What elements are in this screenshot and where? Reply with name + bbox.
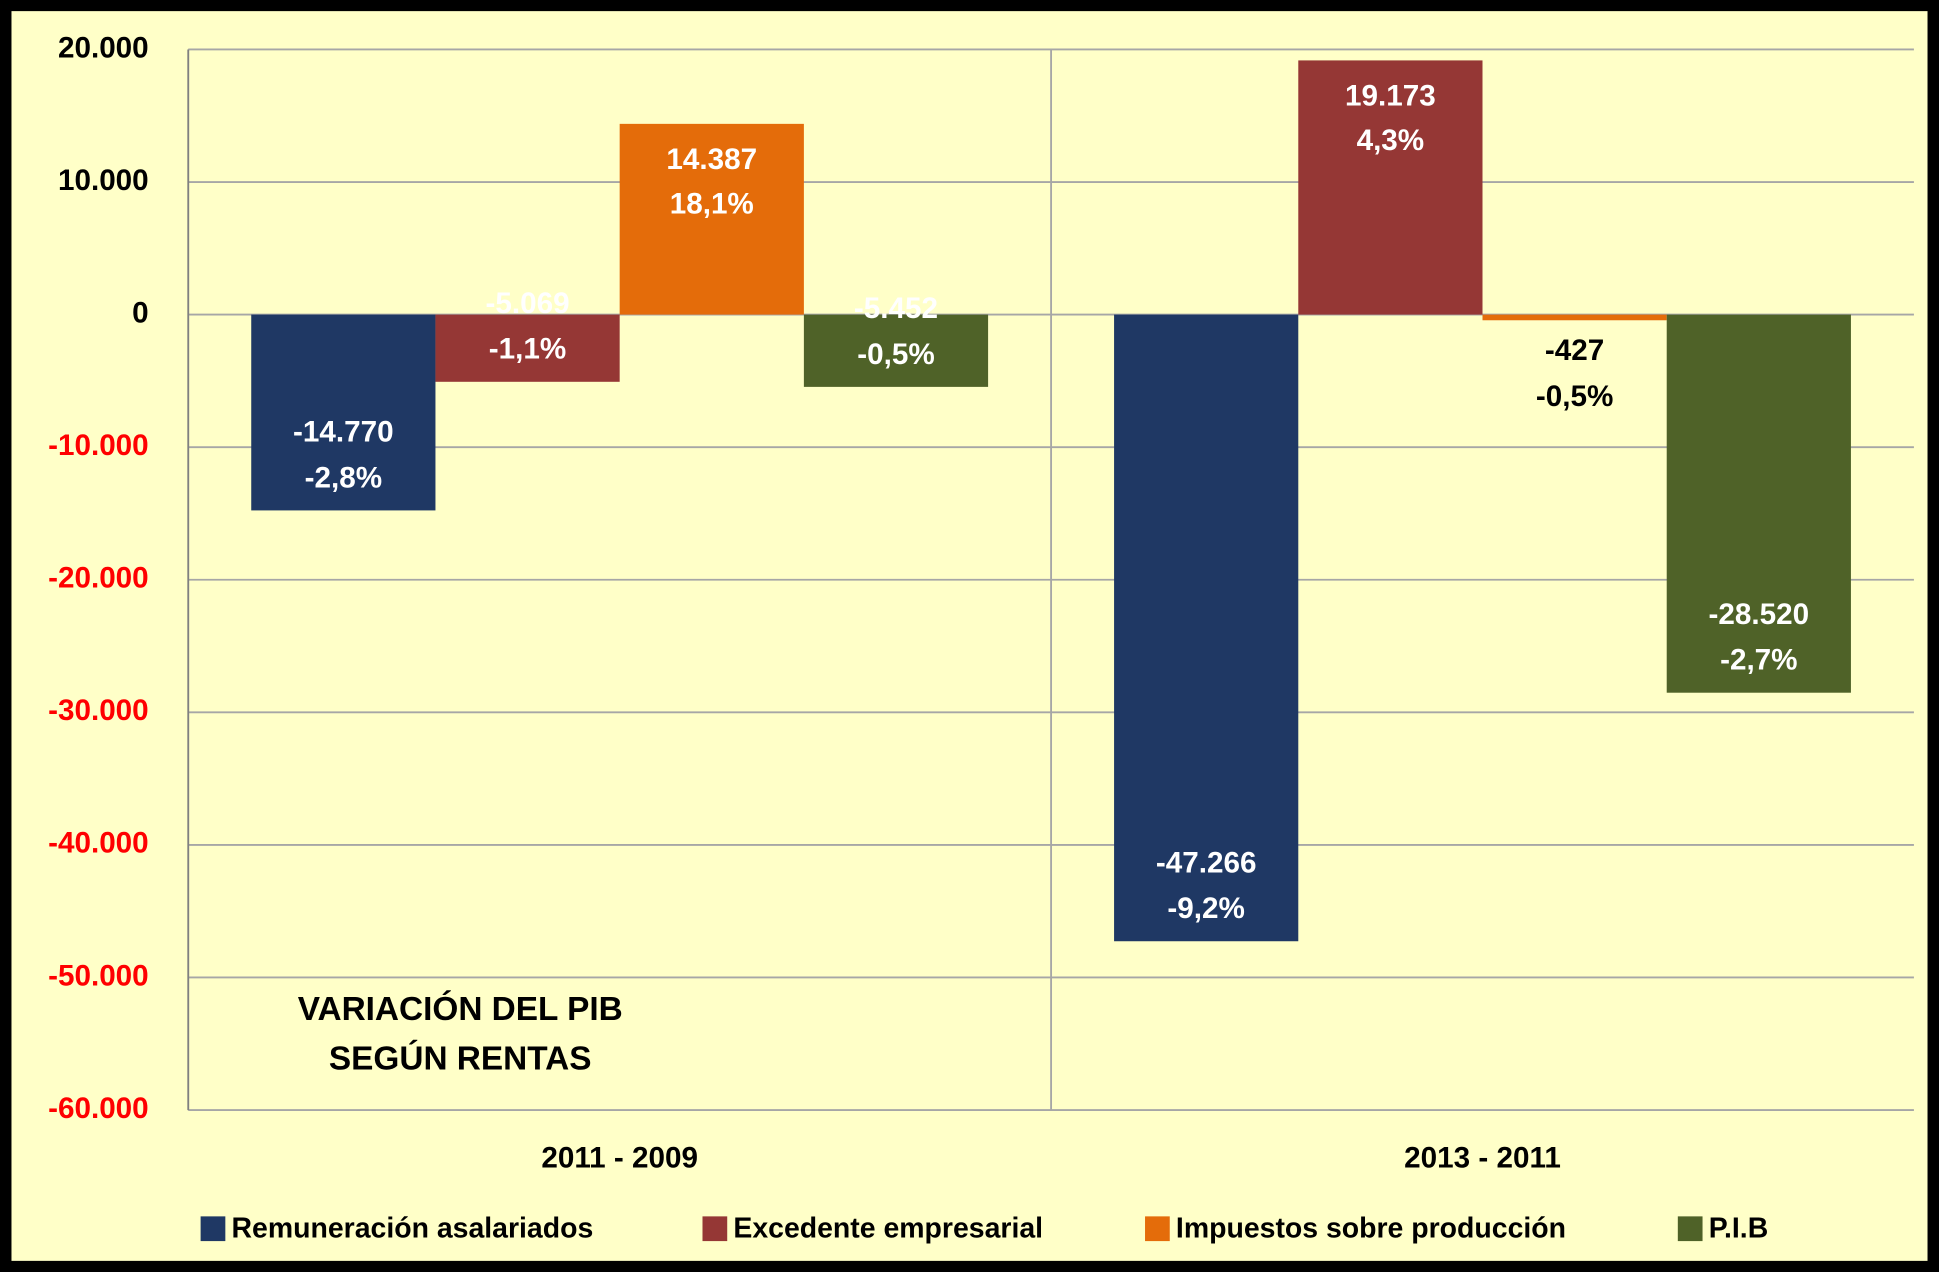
y-tick-label: -40.000 — [48, 827, 149, 860]
data-label-percent: -0,5% — [857, 338, 934, 371]
y-tick-label: 10.000 — [58, 164, 149, 197]
data-label: -5.069 — [486, 287, 570, 320]
legend-label: Impuestos sobre producción — [1176, 1212, 1566, 1244]
legend-label: Remuneración asalariados — [232, 1212, 594, 1244]
x-tick-label: 2011 - 2009 — [541, 1141, 698, 1174]
data-label-percent: 18,1% — [670, 187, 754, 220]
bar — [251, 314, 436, 511]
data-label-percent: 4,3% — [1357, 124, 1425, 157]
bar — [435, 314, 620, 382]
data-label: -47.266 — [1156, 846, 1257, 879]
data-label: 19.173 — [1345, 79, 1436, 112]
y-tick-label: -20.000 — [48, 562, 149, 595]
legend-label: P.I.B — [1709, 1212, 1769, 1244]
y-tick-label: -10.000 — [48, 429, 149, 462]
data-label: -427 — [1545, 334, 1604, 367]
y-tick-label: -50.000 — [48, 959, 149, 992]
data-label-percent: -1,1% — [489, 333, 566, 366]
bar — [1298, 60, 1483, 315]
data-label-percent: -0,5% — [1536, 380, 1613, 413]
y-tick-label: 0 — [132, 296, 149, 329]
legend-swatch — [1677, 1216, 1703, 1242]
data-label: -28.520 — [1709, 598, 1810, 631]
legend-swatch — [1145, 1216, 1170, 1242]
data-label-percent: -9,2% — [1167, 892, 1244, 925]
bar — [1482, 314, 1667, 321]
data-label-percent: -2,7% — [1720, 644, 1797, 677]
y-tick-label: -60.000 — [48, 1092, 149, 1125]
chart-background — [4, 3, 1935, 1269]
legend-label: Excedente empresarial — [733, 1212, 1043, 1244]
data-label: -5.452 — [854, 292, 938, 325]
data-label: -14.770 — [293, 416, 394, 449]
bar — [1114, 314, 1299, 942]
y-tick-label: -30.000 — [48, 694, 149, 727]
y-tick-label: 20.000 — [58, 31, 149, 64]
bar — [619, 123, 804, 315]
annotation: SEGÚN RENTAS — [329, 1039, 592, 1077]
x-tick-label: 2013 - 2011 — [1404, 1141, 1561, 1174]
bar — [1666, 314, 1851, 693]
legend-swatch — [200, 1216, 226, 1242]
bar — [803, 314, 989, 387]
legend-swatch — [702, 1216, 728, 1242]
annotation: VARIACIÓN DEL PIB — [298, 990, 623, 1028]
data-label-percent: -2,8% — [305, 461, 382, 494]
data-label: 14.387 — [666, 143, 757, 176]
